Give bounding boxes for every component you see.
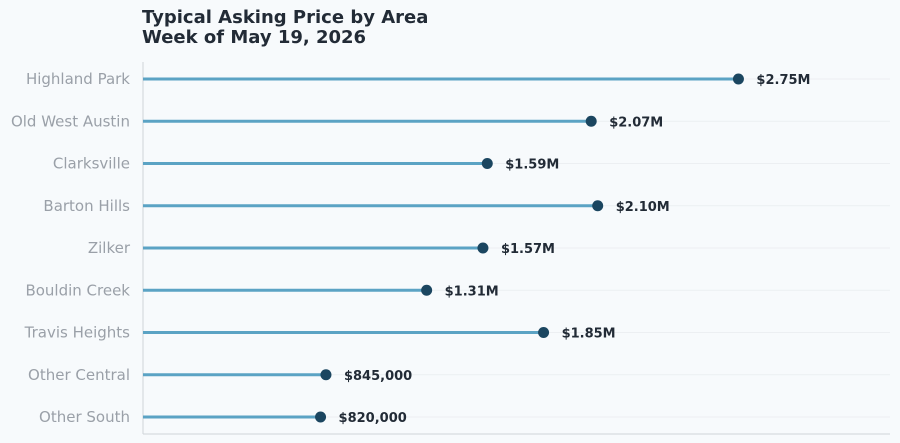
- category-label: Travis Heights: [24, 324, 131, 342]
- value-label: $1.57M: [501, 242, 555, 257]
- chart-title: Typical Asking Price by Area: [142, 7, 428, 28]
- value-label: $820,000: [339, 411, 407, 426]
- chart-marks: Highland Park $2.75M Old West Austin $2.07M…: [11, 70, 811, 426]
- value-label: $1.31M: [445, 284, 499, 299]
- value-label: $2.10M: [616, 200, 670, 215]
- category-label: Other Central: [28, 366, 130, 384]
- category-label: Barton Hills: [43, 197, 130, 215]
- value-label: $1.59M: [505, 158, 559, 173]
- lollipop-dot: [481, 158, 493, 169]
- category-label: Zilker: [88, 239, 131, 257]
- lollipop-dot: [320, 369, 332, 381]
- category-label: Other South: [39, 408, 130, 426]
- lollipop-dot: [538, 327, 550, 338]
- lollipop-dot: [732, 73, 744, 85]
- value-label: $2.07M: [609, 115, 663, 130]
- chart-subtitle: Week of May 19, 2026: [142, 27, 366, 48]
- lollipop-dot: [477, 242, 489, 254]
- category-label: Bouldin Creek: [25, 281, 130, 299]
- lollipop-dot: [421, 284, 433, 296]
- category-label: Old West Austin: [11, 112, 130, 130]
- lollipop-dot: [592, 200, 604, 212]
- lollipop-dot: [315, 411, 327, 423]
- value-label: $2.75M: [756, 73, 810, 88]
- category-label: Clarksville: [53, 155, 130, 173]
- value-label: $845,000: [344, 369, 412, 384]
- value-label: $1.85M: [562, 327, 616, 342]
- lollipop-dot: [585, 115, 597, 127]
- category-label: Highland Park: [26, 70, 130, 88]
